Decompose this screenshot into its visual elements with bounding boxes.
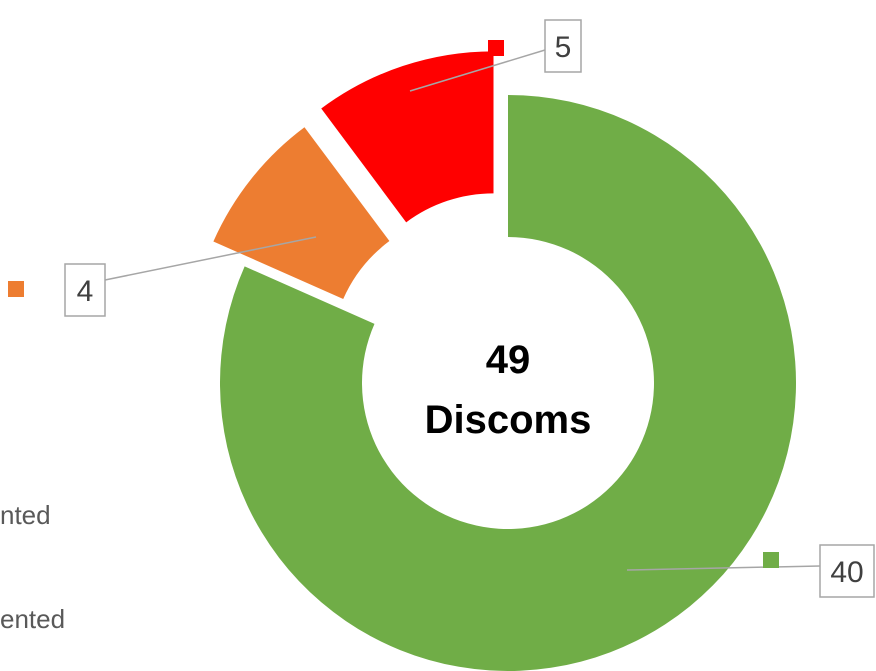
leader-line-40 <box>626 565 821 571</box>
legend-key-square-4 <box>8 281 24 297</box>
data-labels-layer: 40 4 5 <box>8 19 875 598</box>
slice-40 <box>220 95 796 671</box>
data-label-box-5 <box>544 19 582 73</box>
legend-key-square-5 <box>488 40 504 56</box>
slices-layer <box>213 51 796 671</box>
slice-4 <box>213 127 390 299</box>
data-label-5: 5 <box>555 31 572 64</box>
leader-line-4 <box>104 236 317 281</box>
data-label-40: 40 <box>830 556 863 589</box>
data-label-box-4 <box>64 263 106 317</box>
legend-fragment-1: nted <box>0 500 51 530</box>
leader-line-5 <box>409 49 546 92</box>
leader-lines-layer <box>104 49 821 571</box>
data-label-4: 4 <box>77 275 94 308</box>
legend-key-square-40 <box>763 552 779 568</box>
center-label-line-1: 49 <box>486 338 531 382</box>
center-label-line-2: Discoms <box>425 398 592 442</box>
legend-fragment-2: ented <box>0 604 66 634</box>
slice-5 <box>321 51 494 223</box>
data-label-box-40 <box>819 544 875 598</box>
